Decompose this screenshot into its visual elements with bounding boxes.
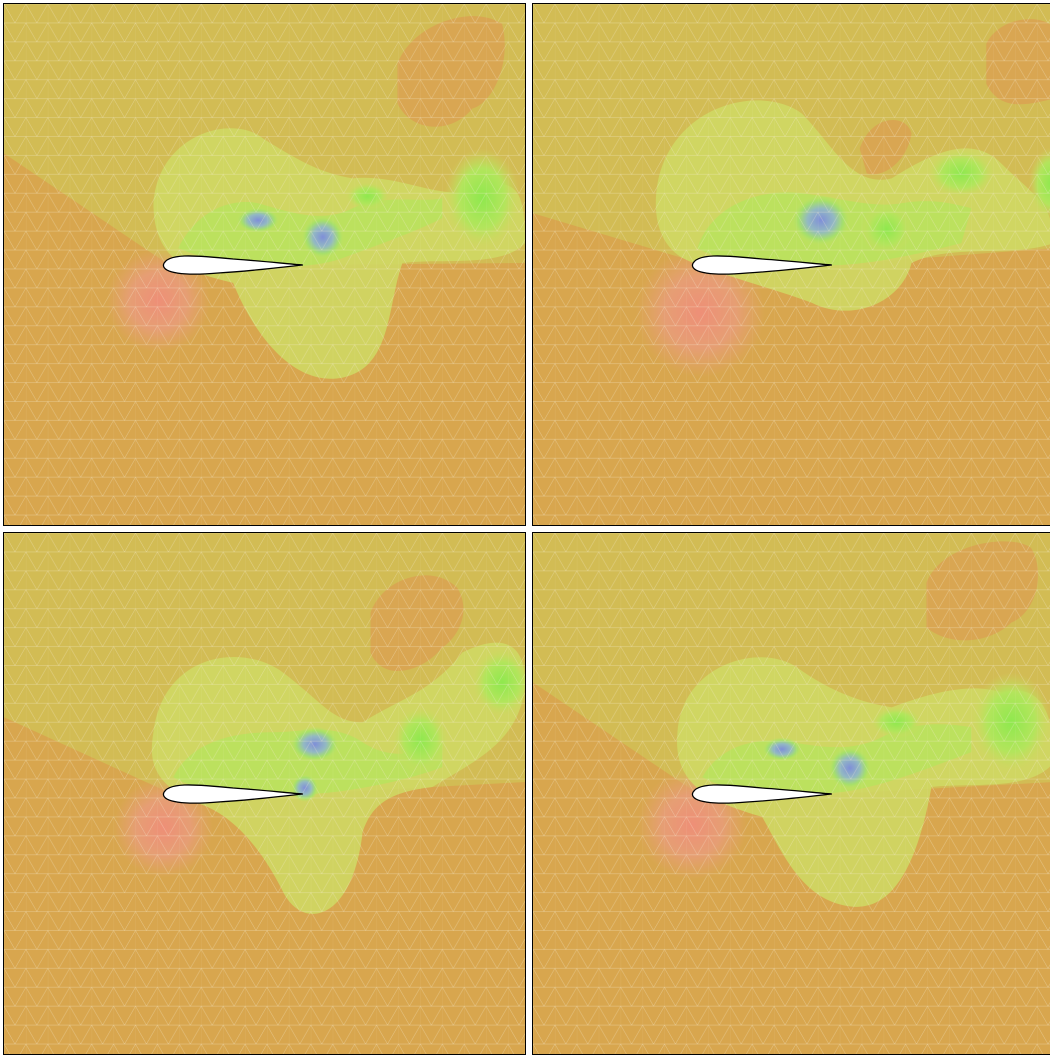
- airfoil-flow-snapshot-icon: [4, 4, 525, 525]
- airfoil-flow-snapshot-icon: [4, 533, 525, 1054]
- flow-snapshot-panel: [3, 532, 526, 1055]
- flow-snapshot-panel: [532, 532, 1050, 1055]
- flow-snapshot-panel: [3, 3, 526, 526]
- airfoil-flow-snapshot-icon: [533, 533, 1050, 1054]
- flow-snapshot-panel: [532, 3, 1050, 526]
- airfoil-flow-snapshot-icon: [533, 4, 1050, 525]
